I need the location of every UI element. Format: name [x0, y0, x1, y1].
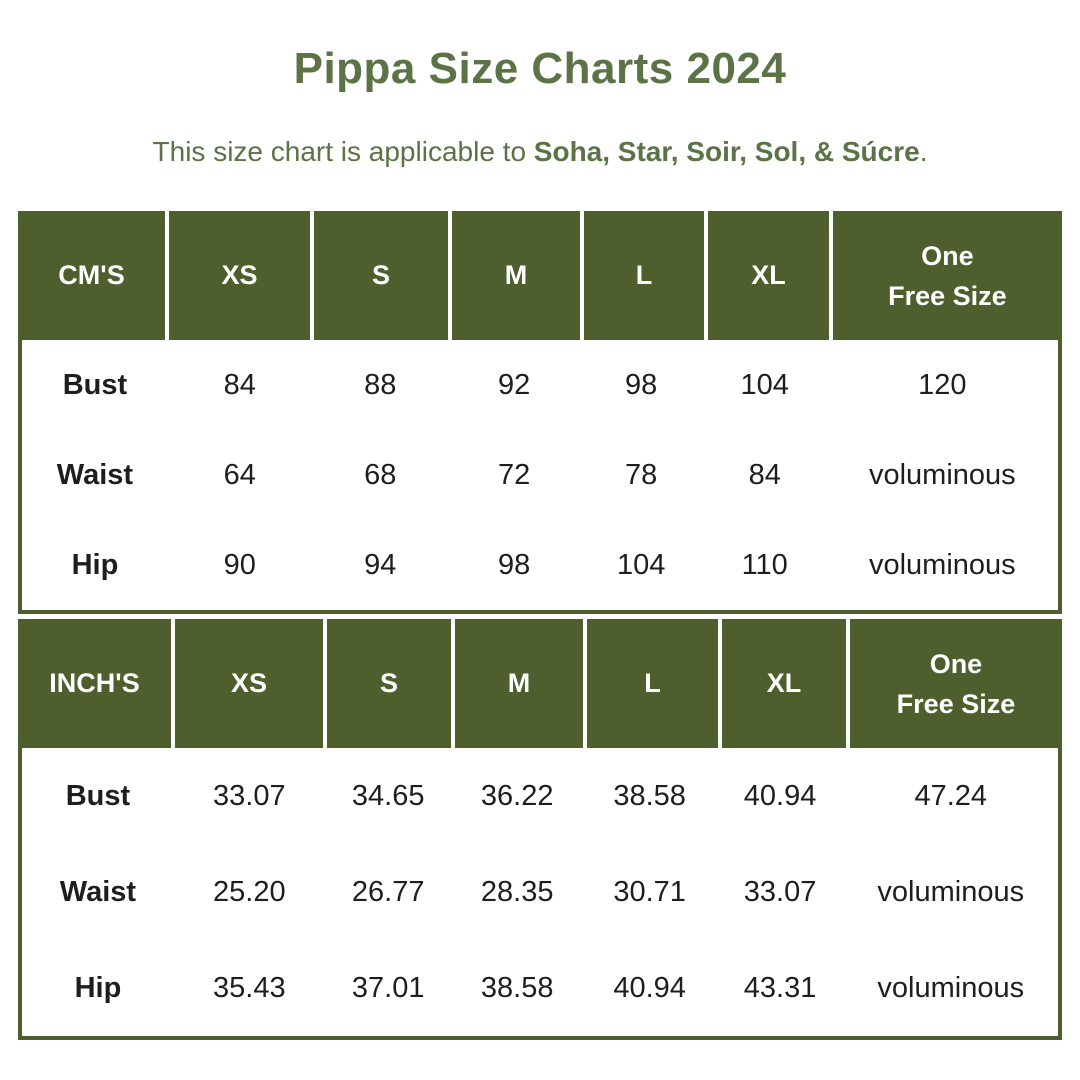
table-cell: voluminous [868, 458, 1016, 491]
size-header-l: L [579, 211, 704, 340]
table-cell: 26.77 [351, 875, 425, 908]
table-cell: 33.07 [743, 875, 817, 908]
size-header-xs: XS [171, 619, 323, 748]
table-cell: 33.07 [213, 779, 286, 812]
free-size-line2: Free Size [888, 280, 1007, 311]
row-label: Bust [62, 368, 128, 401]
table-cell: 28.35 [480, 875, 554, 908]
cm-size-table: CM'S XS S M L XL One Free Size Bust 84 8… [18, 211, 1062, 614]
page-title: Pippa Size Charts 2024 [293, 44, 787, 93]
subtitle-collection-names: Soha, Star, Soir, Sol, & Súcre [533, 136, 920, 167]
row-label: Hip [71, 548, 119, 581]
table-row: Hip 35.43 37.01 38.58 40.94 43.31 volumi… [22, 940, 1058, 1036]
table-cell: 25.20 [213, 875, 286, 908]
table-row: Bust 84 88 92 98 104 120 [22, 340, 1058, 430]
subtitle-period: . [919, 136, 928, 167]
free-size-line1: One [929, 648, 983, 679]
free-size-line1: One [921, 240, 974, 271]
inch-table-header-row: INCH'S XS S M L XL One Free Size [18, 619, 1062, 748]
row-label: Hip [74, 971, 122, 1004]
table-cell: 38.58 [480, 971, 554, 1004]
size-header-xs: XS [164, 211, 310, 340]
size-header-one-free-size: One Free Size [845, 619, 1062, 748]
size-header-one-free-size: One Free Size [828, 211, 1062, 340]
table-row: Waist 64 68 72 78 84 voluminous [22, 430, 1058, 520]
unit-header-inchs: INCH'S [49, 668, 140, 698]
row-label: Waist [59, 875, 137, 908]
table-cell: voluminous [877, 875, 1025, 908]
table-cell: 94 [364, 548, 397, 581]
table-row: Bust 33.07 34.65 36.22 38.58 40.94 47.24 [22, 748, 1058, 844]
table-cell: 35.43 [213, 971, 286, 1004]
table-cell: 90 [223, 548, 256, 581]
table-cell: 78 [625, 458, 658, 491]
table-cell: 84 [748, 458, 781, 491]
table-cell: 47.24 [914, 779, 988, 812]
table-cell: 104 [616, 548, 666, 581]
table-cell: 98 [498, 548, 531, 581]
cm-table-header-row: CM'S XS S M L XL One Free Size [18, 211, 1062, 340]
inch-size-table: INCH'S XS S M L XL One Free Size Bust 33… [18, 619, 1062, 1040]
size-header-m: M [448, 211, 580, 340]
table-cell: 64 [223, 458, 256, 491]
table-cell: voluminous [877, 971, 1025, 1004]
table-cell: 40.94 [613, 971, 686, 1004]
table-cell: 72 [498, 458, 531, 491]
size-header-s: S [309, 211, 448, 340]
table-cell: 104 [740, 368, 789, 401]
size-header-xl: XL [717, 619, 846, 748]
row-label: Bust [65, 779, 131, 812]
table-cell: 40.94 [743, 779, 817, 812]
table-cell: 120 [918, 368, 967, 401]
row-label: Waist [56, 458, 134, 491]
table-cell: 88 [364, 368, 397, 401]
table-cell: 110 [741, 548, 788, 581]
subtitle-text: This size chart is applicable to [152, 136, 534, 167]
table-cell: 37.01 [351, 971, 425, 1004]
table-cell: 43.31 [743, 971, 817, 1004]
size-header-m: M [451, 619, 583, 748]
table-row: Waist 25.20 26.77 28.35 30.71 33.07 volu… [22, 844, 1058, 940]
size-header-s: S [323, 619, 451, 748]
free-size-line2: Free Size [896, 688, 1016, 719]
table-cell: 98 [625, 368, 658, 401]
table-cell: voluminous [868, 548, 1016, 581]
size-header-xl: XL [703, 211, 829, 340]
unit-header-cms: CM'S [58, 260, 125, 290]
table-cell: 92 [498, 368, 531, 401]
table-cell: 38.58 [613, 779, 686, 812]
inch-table-body: Bust 33.07 34.65 36.22 38.58 40.94 47.24… [18, 748, 1062, 1040]
table-row: Hip 90 94 98 104 110 voluminous [22, 520, 1058, 610]
table-cell: 30.71 [613, 875, 686, 908]
page-subtitle: This size chart is applicable to Soha, S… [0, 136, 1080, 168]
table-cell: 34.65 [351, 779, 425, 812]
table-cell: 68 [364, 458, 397, 491]
cm-table-body: Bust 84 88 92 98 104 120 Waist 64 68 72 … [18, 340, 1062, 614]
table-cell: 36.22 [480, 779, 554, 812]
size-header-l: L [582, 619, 718, 748]
table-cell: 84 [223, 368, 256, 401]
